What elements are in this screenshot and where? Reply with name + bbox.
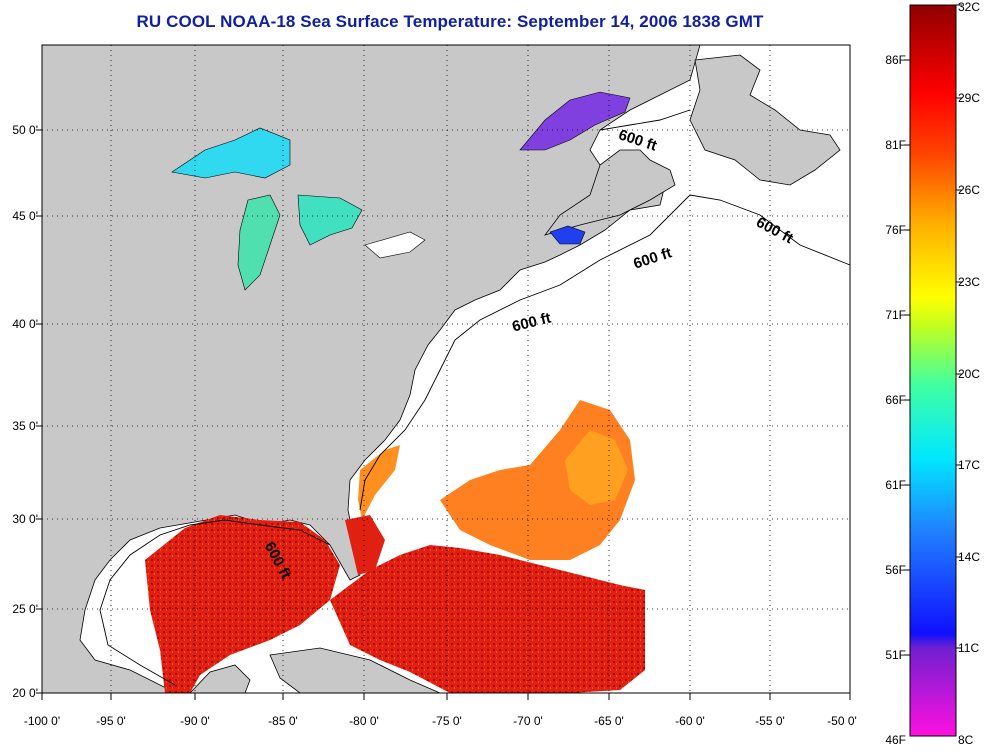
y-tick-label: 20 0' [12,686,38,700]
x-tick-label: -95 0' [96,714,126,728]
colorbar-c-label: 20C [958,367,981,381]
colorbar-c-label: 32C [958,0,981,14]
colorbar [909,4,957,737]
colorbar-c-label: 17C [958,458,981,472]
y-tick-label: 40 0' [12,317,38,331]
y-tick-label: 50 0' [12,123,38,137]
colorbar-c-label: 8C [958,733,974,747]
colorbar-c-label: 11C [958,641,980,655]
sst-st-lawrence [519,91,631,151]
colorbar-c-label: 23C [958,275,981,289]
x-tick-label: -85 0' [268,714,298,728]
x-tick-label: -55 0' [755,714,785,728]
y-tick-label: 45 0' [12,209,38,223]
grid-lines [42,45,850,693]
isobath-600ft-line [359,194,851,511]
map-title: RU COOL NOAA-18 Sea Surface Temperature:… [136,12,764,31]
isobath-600ft-stlawrence-line [599,109,691,131]
sst-lake-erie-ontario [364,231,426,259]
x-tick-label: -80 0' [349,714,379,728]
x-tick-label: -100 0' [23,714,61,728]
colorbar-f-label: 86F [885,53,906,67]
isobath-600ft-gulf-line [99,519,331,686]
y-tick-label: 25 0' [12,602,38,616]
colorbar-f-label: 76F [885,223,906,237]
colorbar-f-label: 56F [885,563,906,577]
sst-caribbean [330,545,645,693]
map-frame [41,44,851,694]
x-tick-label: -75 0' [432,714,462,728]
colorbar-ticks [904,4,962,656]
colorbar-f-label: 51F [885,648,906,662]
x-tick-label: -65 0' [594,714,624,728]
colorbar-c-label: 29C [958,91,981,105]
sst-southeast-coast [358,445,400,520]
sst-gulf-of-mexico [145,515,340,693]
sst-lake-michigan [237,194,281,291]
x-tick-label: -60 0' [675,714,705,728]
sst-lake-huron [297,194,363,246]
x-tick-label: -50 0' [827,714,857,728]
land-mexico-yucatan [189,664,251,693]
sst-atlantic-orange-core [565,430,628,505]
colorbar-f-label: 66F [885,393,906,407]
colorbar-f-label: 71F [885,308,906,322]
x-tick-label: -90 0' [180,714,210,728]
colorbar-f-label: 61F [885,478,906,492]
sst-lake-superior [171,127,291,179]
land-maritimes [543,149,676,236]
sst-bay-of-fundy [549,225,586,245]
tick-marks [36,129,851,700]
y-tick-label: 35 0' [12,419,38,433]
x-tick-label: -70 0' [513,714,543,728]
y-tick-label: 30 0' [12,512,38,526]
sst-florida-east [345,515,385,575]
colorbar-f-label: 81F [885,138,906,152]
land-newfoundland [689,54,841,186]
colorbar-f-label: 46F [885,733,906,747]
colorbar-c-label: 14C [958,550,981,564]
colorbar-c-label: 26C [958,183,981,197]
